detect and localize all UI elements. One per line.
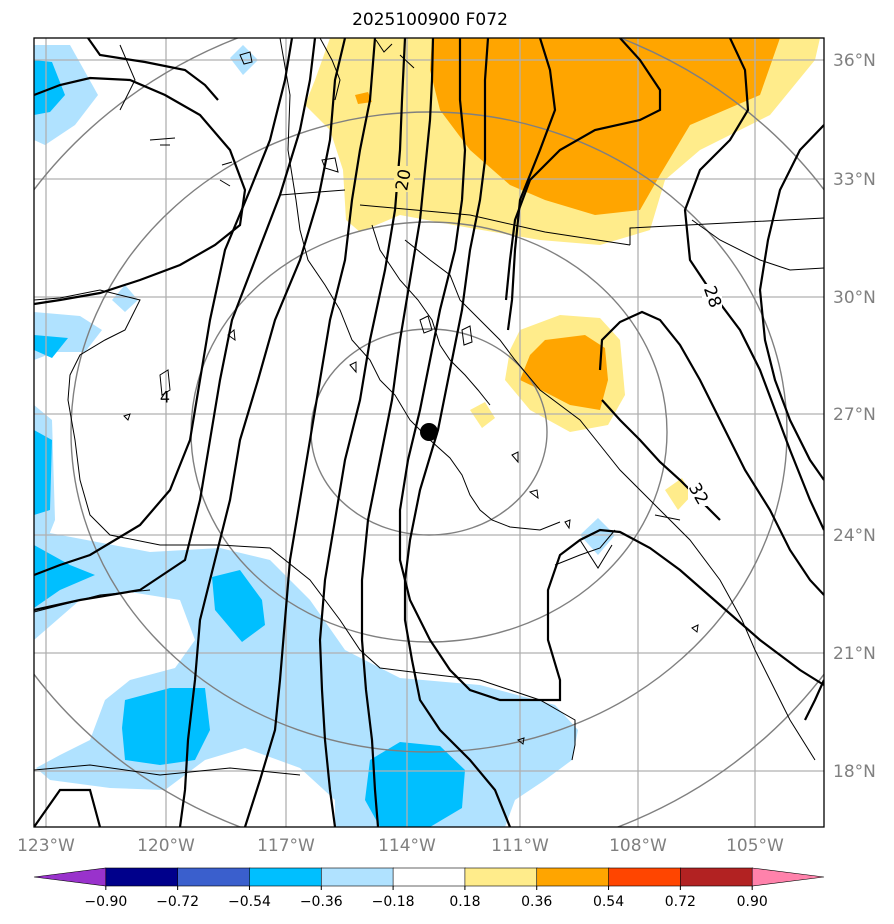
storm-center-marker	[420, 423, 438, 441]
colorbar-swatch	[105, 867, 179, 887]
colorbar-swatch	[392, 867, 466, 887]
colorbar-tick-label: −0.36	[300, 894, 343, 910]
colorbar-extend-min	[33, 867, 107, 887]
colorbar-tick-label: 0.72	[665, 894, 696, 910]
colorbar-extend-max	[751, 867, 825, 887]
colorbar-swatch	[536, 867, 610, 887]
colorbar-tick-label: 0.54	[593, 894, 624, 910]
colorbar-swatch	[464, 867, 538, 887]
lon-tick-label: 114°W	[378, 836, 436, 856]
lat-tick-label: 18°N	[833, 762, 876, 782]
lon-tick-label: 105°W	[726, 836, 784, 856]
coastlines	[34, 38, 824, 776]
colorbar-tick-label: −0.18	[372, 894, 415, 910]
lon-tick-label: 117°W	[257, 836, 315, 856]
colorbar-tick-label: −0.72	[156, 894, 199, 910]
colorbar-swatch	[320, 867, 394, 887]
lon-tick-label: 111°W	[491, 836, 549, 856]
colorbar-tick-label: 0.18	[449, 894, 480, 910]
latitude-tick-labels: 36°N 33°N 30°N 27°N 24°N 21°N 18°N	[833, 51, 876, 782]
contour-label-20: 20	[392, 168, 415, 193]
colorbar-swatch	[249, 867, 323, 887]
colorbar: −0.90 −0.72 −0.54 −0.36 −0.18 0.18 0.36 0.54 0.7…	[33, 867, 825, 910]
colorbar-swatch	[680, 867, 753, 887]
colorbar-tick-label: −0.54	[228, 894, 271, 910]
longitude-tick-labels: 123°W 120°W 117°W 114°W 111°W 108°W 105°…	[17, 836, 784, 856]
lat-tick-label: 36°N	[833, 51, 876, 71]
map-frame	[33, 37, 825, 828]
colorbar-swatch	[177, 867, 251, 887]
map-canvas	[34, 38, 824, 827]
contour-label-4: 4	[160, 388, 170, 407]
graticule	[34, 38, 824, 827]
islands	[123, 39, 699, 745]
colorbar-tick-label: 0.36	[521, 894, 552, 910]
colorbar-tick-label: −0.90	[84, 894, 127, 910]
lon-tick-label: 120°W	[137, 836, 195, 856]
map-title: 2025100900 F072	[352, 10, 508, 30]
colorbar-tick-label: 0.90	[737, 894, 768, 910]
lon-tick-label: 123°W	[17, 836, 75, 856]
lat-tick-label: 33°N	[833, 170, 876, 190]
lat-tick-label: 21°N	[833, 644, 876, 664]
colorbar-swatch	[608, 867, 682, 887]
lon-tick-label: 108°W	[609, 836, 667, 856]
colorbar-swatches	[33, 867, 825, 887]
lat-tick-label: 30°N	[833, 288, 876, 308]
positive-anomaly-shading	[305, 38, 820, 510]
lat-tick-label: 24°N	[833, 526, 876, 546]
lat-tick-label: 27°N	[833, 405, 876, 425]
contour-label-group: 20 28 32 4	[160, 166, 725, 508]
colorbar-tick-labels: −0.90 −0.72 −0.54 −0.36 −0.18 0.18 0.36 0.54 0.7…	[84, 886, 768, 910]
